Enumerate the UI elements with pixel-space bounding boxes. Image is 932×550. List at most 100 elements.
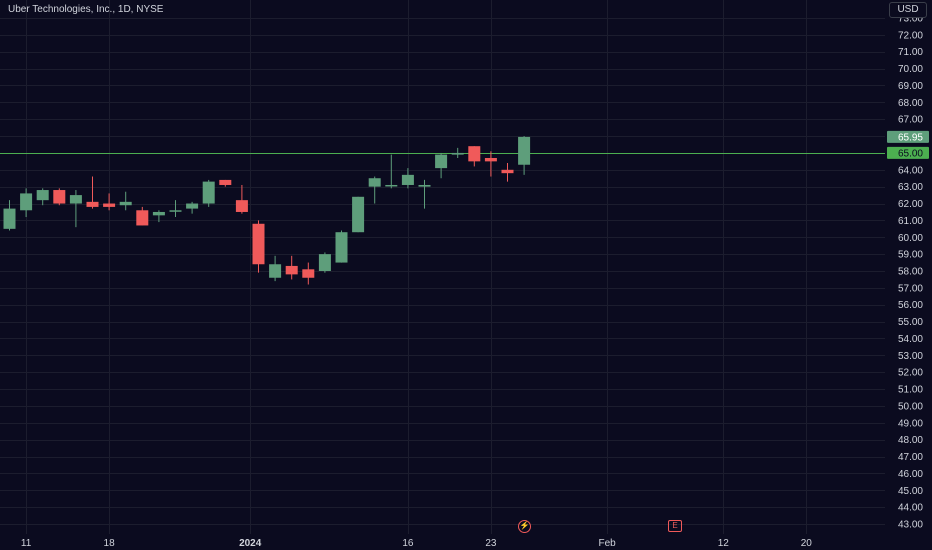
candle-body xyxy=(418,184,431,187)
candle[interactable] xyxy=(501,163,514,182)
candle[interactable] xyxy=(302,262,315,285)
candle-body xyxy=(169,210,182,212)
candle-body xyxy=(352,196,365,233)
y-tick-label: 55.00 xyxy=(898,317,923,328)
x-tick-label: 2024 xyxy=(239,538,262,549)
candle-body xyxy=(318,254,331,271)
candle-body xyxy=(36,190,49,201)
earnings-marker-icon[interactable]: ⚡ xyxy=(518,520,531,533)
candle[interactable] xyxy=(235,184,248,214)
candle[interactable] xyxy=(335,230,348,263)
x-tick-label: 16 xyxy=(402,538,414,549)
price-axis-background xyxy=(886,0,932,550)
candle[interactable] xyxy=(451,147,464,158)
y-tick-label: 54.00 xyxy=(898,334,923,345)
y-tick-label: 44.00 xyxy=(898,503,923,514)
y-tick-label: 56.00 xyxy=(898,300,923,311)
candle[interactable] xyxy=(152,210,165,223)
price-axis[interactable]: 43.00 44.00 45.00 46.00 47.00 48.00 49.00 50.00… xyxy=(886,0,932,550)
currency-button[interactable]: USD xyxy=(889,2,927,18)
y-tick-label: 46.00 xyxy=(898,469,923,480)
candle[interactable] xyxy=(418,179,431,209)
candle[interactable] xyxy=(186,201,199,214)
candle[interactable] xyxy=(86,176,99,209)
candle-body xyxy=(103,203,116,207)
candle[interactable] xyxy=(352,196,365,233)
candle-body xyxy=(269,264,282,278)
y-tick-label: 71.00 xyxy=(898,47,923,58)
candle[interactable] xyxy=(435,152,448,179)
candle-body xyxy=(368,178,381,187)
candle-body xyxy=(186,203,199,209)
candle[interactable] xyxy=(69,190,82,228)
candle[interactable] xyxy=(103,193,116,211)
candle[interactable] xyxy=(368,176,381,204)
candle[interactable] xyxy=(252,220,265,273)
candle[interactable] xyxy=(318,252,331,273)
symbol-title: Uber Technologies, Inc., 1D, NYSE xyxy=(8,4,164,15)
candle[interactable] xyxy=(468,146,481,167)
horizontal-line-badge xyxy=(887,146,929,159)
candle-body xyxy=(468,146,481,162)
candle-body xyxy=(219,179,232,185)
x-tick-label: Feb xyxy=(598,538,616,549)
last-price-badge xyxy=(887,130,929,143)
candle-body xyxy=(3,208,16,229)
time-axis[interactable]: 11 18 2024 16 23 Feb 12 20 xyxy=(21,538,812,549)
candle[interactable] xyxy=(202,179,215,207)
horizontal-line-label: 65.00 xyxy=(898,148,923,159)
candle[interactable] xyxy=(518,136,531,175)
candle-body xyxy=(53,190,66,204)
y-tick-label: 64.00 xyxy=(898,165,923,176)
candle-body xyxy=(235,200,248,212)
grid-layer xyxy=(0,0,885,534)
x-tick-label: 11 xyxy=(21,538,32,549)
y-tick-label: 63.00 xyxy=(898,182,923,193)
candle-body xyxy=(20,193,33,211)
candle-body xyxy=(86,201,99,207)
candle-body xyxy=(501,169,514,174)
candle[interactable] xyxy=(53,188,66,206)
candle-body xyxy=(451,152,464,155)
y-tick-label: 45.00 xyxy=(898,486,923,497)
y-tick-label: 72.00 xyxy=(898,30,923,41)
candle-body xyxy=(152,211,165,216)
y-tick-label: 61.00 xyxy=(898,216,923,227)
candle[interactable] xyxy=(219,179,232,187)
candle[interactable] xyxy=(136,206,149,226)
x-tick-label: 23 xyxy=(485,538,497,549)
y-tick-label: 50.00 xyxy=(898,401,923,412)
candle[interactable] xyxy=(169,200,182,218)
x-tick-label: 18 xyxy=(104,538,116,549)
y-tick-label: 68.00 xyxy=(898,98,923,109)
candle[interactable] xyxy=(385,154,398,189)
candle-body xyxy=(518,136,531,165)
x-tick-label: 20 xyxy=(801,538,813,549)
y-tick-label: 58.00 xyxy=(898,267,923,278)
y-tick-label: 70.00 xyxy=(898,64,923,75)
candle-body xyxy=(136,210,149,226)
y-tick-label: 57.00 xyxy=(898,283,923,294)
y-tick-label: 51.00 xyxy=(898,385,923,396)
candle-body xyxy=(202,181,215,204)
candles-layer[interactable] xyxy=(3,136,531,285)
event-marker-e[interactable]: E xyxy=(668,520,682,532)
y-tick-label: 49.00 xyxy=(898,418,923,429)
y-tick-label: 53.00 xyxy=(898,351,923,362)
last-price-label: 65.95 xyxy=(898,132,923,143)
candle[interactable] xyxy=(285,255,298,280)
y-tick-label: 47.00 xyxy=(898,452,923,463)
y-tick-label: 48.00 xyxy=(898,435,923,446)
candle[interactable] xyxy=(36,188,49,206)
candle[interactable] xyxy=(119,191,132,211)
x-tick-label: 12 xyxy=(718,538,730,549)
y-tick-label: 60.00 xyxy=(898,233,923,244)
candle-body xyxy=(385,184,398,187)
candle[interactable] xyxy=(20,188,33,218)
candle[interactable] xyxy=(401,168,414,189)
candle[interactable] xyxy=(269,255,282,282)
candle[interactable] xyxy=(3,200,16,231)
candle[interactable] xyxy=(484,151,497,177)
y-tick-label: 69.00 xyxy=(898,81,923,92)
